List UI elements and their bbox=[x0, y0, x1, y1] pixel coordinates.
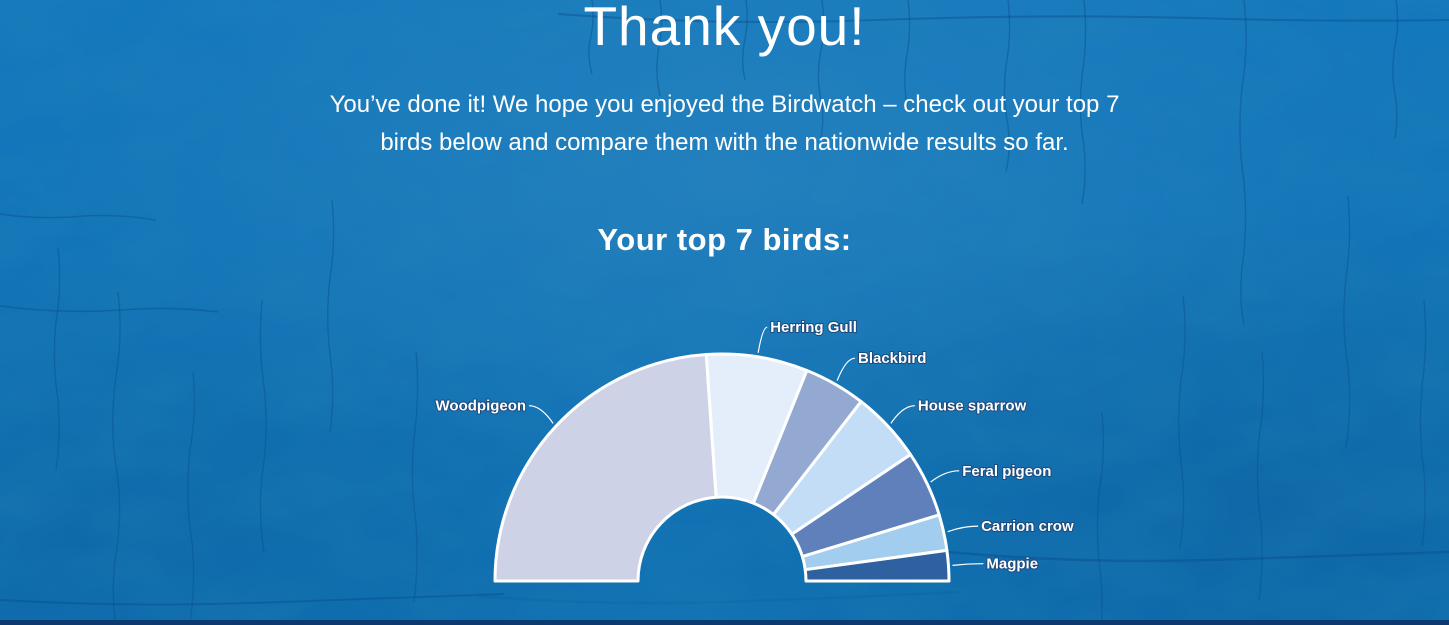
slice-label-woodpigeon: Woodpigeon bbox=[436, 398, 527, 415]
slice-label-carrion-crow: Carrion crow bbox=[981, 518, 1074, 535]
bottom-bar bbox=[0, 620, 1449, 625]
label-connector-herring-gull bbox=[757, 326, 768, 353]
label-connector-blackbird bbox=[836, 357, 856, 381]
chart-title: Your top 7 birds: bbox=[597, 222, 852, 257]
chart-segment-magpie[interactable] bbox=[803, 548, 951, 583]
slice-label-herring-gull: Herring Gull bbox=[770, 319, 857, 336]
page-title: Thank you! bbox=[583, 0, 866, 57]
subtitle-line-2: birds below and compare them with the na… bbox=[380, 129, 1069, 156]
page-subtitle: You’ve done it! We hope you enjoyed the … bbox=[0, 86, 1449, 162]
slice-label-feral-pigeon: Feral pigeon bbox=[962, 463, 1051, 480]
slice-label-house-sparrow: House sparrow bbox=[918, 398, 1027, 415]
chart-segment-woodpigeon[interactable] bbox=[493, 353, 718, 583]
label-connector-house-sparrow bbox=[890, 405, 915, 424]
slice-label-magpie: Magpie bbox=[986, 556, 1038, 573]
label-connector-woodpigeon bbox=[529, 405, 554, 424]
label-connector-carrion-crow bbox=[947, 525, 979, 533]
label-connector-feral-pigeon bbox=[930, 470, 960, 483]
label-connector-magpie bbox=[952, 563, 984, 566]
subtitle-line-1: You’ve done it! We hope you enjoyed the … bbox=[329, 91, 1120, 118]
slice-label-blackbird: Blackbird bbox=[858, 350, 926, 367]
